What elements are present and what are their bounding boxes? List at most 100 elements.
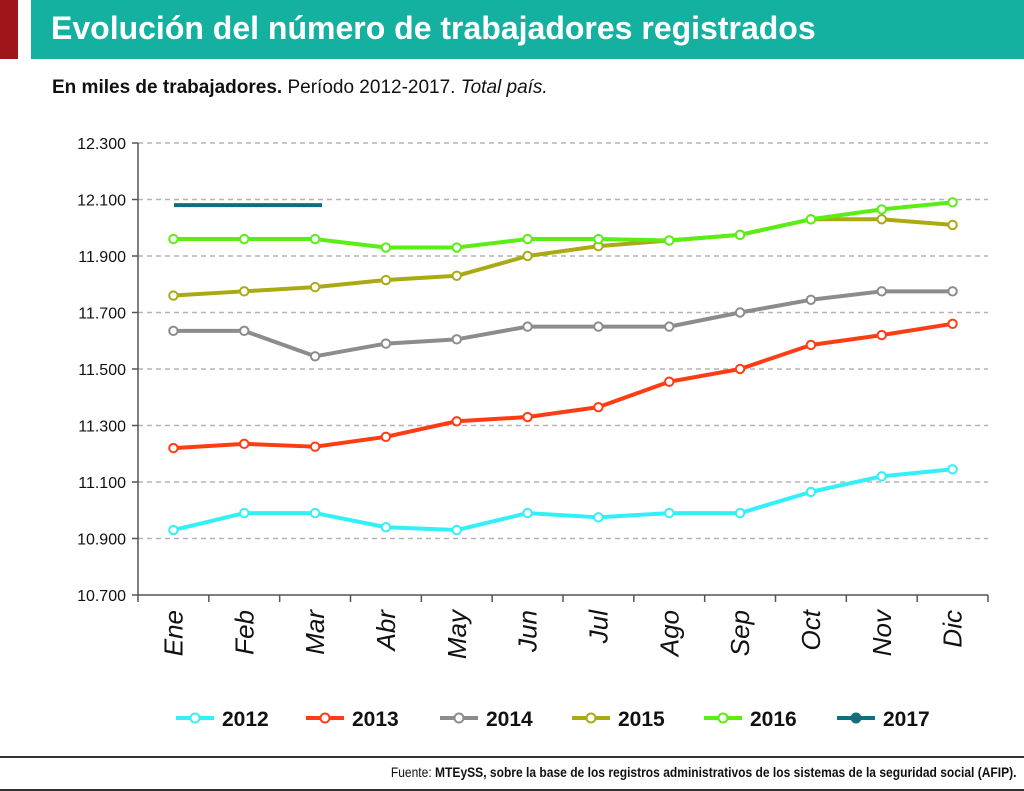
legend-label-2016: 2016 bbox=[750, 708, 797, 731]
data-point-2013 bbox=[876, 329, 887, 341]
y-tick-label: 12.300 bbox=[77, 136, 126, 153]
data-point-2012 bbox=[805, 486, 817, 498]
x-tick-label: Sep bbox=[725, 610, 755, 656]
data-point-2015 bbox=[522, 250, 533, 262]
data-point-2013 bbox=[593, 401, 604, 413]
line-chart: 10.700 10.900 11.100 11.300 11.500 11.700 11.9… bbox=[77, 136, 989, 731]
series-line-2015 bbox=[173, 217, 953, 298]
legend-label-2015: 2015 bbox=[618, 708, 665, 731]
y-tick-label: 10.700 bbox=[77, 588, 126, 605]
x-tick-label: Ago bbox=[654, 610, 684, 658]
footer-rule-top bbox=[0, 756, 1024, 758]
chart-title: Evolución del número de trabajadores reg… bbox=[51, 10, 816, 46]
data-point-2015 bbox=[947, 219, 958, 231]
data-point-2016 bbox=[876, 204, 887, 215]
data-point-2015 bbox=[309, 281, 321, 293]
series-line-2013 bbox=[173, 321, 953, 451]
legend-marker-2012 bbox=[189, 712, 201, 724]
data-point-2016 bbox=[947, 197, 958, 208]
data-point-2012 bbox=[380, 522, 392, 533]
header-accent-bar bbox=[0, 0, 18, 59]
source-prefix: Fuente: bbox=[390, 764, 435, 780]
data-point-2016 bbox=[239, 233, 250, 245]
legend-label-2013: 2013 bbox=[352, 708, 399, 731]
data-point-2016 bbox=[451, 242, 462, 253]
data-point-2014 bbox=[876, 286, 887, 297]
y-tick-label: 11.100 bbox=[78, 475, 126, 492]
data-point-2014 bbox=[522, 321, 533, 332]
series-line-2016 bbox=[173, 200, 953, 250]
data-point-2016 bbox=[734, 229, 746, 241]
data-point-2016 bbox=[593, 233, 604, 245]
legend-marker-2017 bbox=[850, 712, 862, 724]
data-point-2014 bbox=[168, 325, 179, 337]
data-point-2012 bbox=[309, 507, 321, 519]
data-point-2016 bbox=[168, 233, 179, 245]
data-point-2012 bbox=[522, 507, 533, 519]
x-tick-label: Mar bbox=[300, 609, 330, 655]
x-tick-label: May bbox=[442, 608, 472, 659]
data-point-2013 bbox=[168, 442, 179, 454]
x-tick-label: Ene bbox=[158, 610, 188, 656]
data-point-2013 bbox=[947, 318, 958, 329]
y-tick-label: 11.500 bbox=[78, 362, 126, 379]
legend-label-2017: 2017 bbox=[883, 708, 930, 731]
x-tick-label: Nov bbox=[867, 608, 897, 656]
series-line-2014 bbox=[173, 289, 953, 359]
x-tick-label: Abr bbox=[371, 609, 401, 653]
y-tick-label: 11.700 bbox=[78, 306, 126, 323]
data-point-2012 bbox=[734, 507, 746, 519]
data-point-2016 bbox=[805, 214, 817, 225]
title-band: Evolución del número de trabajadores reg… bbox=[31, 0, 1024, 59]
data-point-2015 bbox=[451, 270, 462, 281]
chart-subtitle: En miles de trabajadores. Período 2012-2… bbox=[52, 77, 548, 99]
legend-marker-2014 bbox=[453, 712, 465, 724]
data-point-2015 bbox=[168, 290, 179, 301]
data-point-2012 bbox=[876, 471, 887, 482]
data-point-2015 bbox=[239, 286, 250, 297]
data-point-2016 bbox=[664, 235, 675, 246]
data-point-2014 bbox=[309, 351, 321, 362]
data-point-2012 bbox=[664, 507, 675, 519]
data-point-2014 bbox=[239, 325, 250, 337]
data-point-2013 bbox=[522, 411, 533, 423]
data-point-2013 bbox=[734, 363, 746, 375]
legend-marker-2016 bbox=[717, 712, 729, 724]
subtitle-scope: Total país. bbox=[460, 77, 548, 98]
x-tick-label: Oct bbox=[796, 608, 826, 650]
footer-rule-bottom bbox=[0, 789, 1024, 791]
legend-label-2012: 2012 bbox=[222, 708, 269, 731]
data-point-2012 bbox=[947, 464, 958, 475]
data-point-2014 bbox=[734, 307, 746, 318]
data-point-2012 bbox=[451, 524, 462, 536]
data-point-2014 bbox=[593, 321, 604, 332]
source-note: Fuente: MTEySS, sobre la base de los reg… bbox=[390, 764, 1016, 780]
y-tick-label: 12.100 bbox=[77, 193, 126, 210]
data-point-2012 bbox=[593, 512, 604, 523]
data-point-2013 bbox=[309, 441, 321, 452]
data-point-2014 bbox=[805, 294, 817, 305]
y-tick-label: 11.900 bbox=[78, 249, 126, 266]
data-point-2014 bbox=[664, 321, 675, 332]
x-tick-label: Feb bbox=[229, 610, 259, 655]
legend-marker-2015 bbox=[585, 712, 597, 724]
data-point-2013 bbox=[664, 376, 675, 387]
series-line-2012 bbox=[172, 467, 953, 533]
data-point-2012 bbox=[239, 507, 250, 519]
x-tick-label: Jul bbox=[583, 609, 613, 644]
legend-label-2014: 2014 bbox=[486, 708, 533, 731]
data-point-2013 bbox=[239, 438, 250, 450]
subtitle-units: En miles de trabajadores. bbox=[52, 77, 283, 98]
y-tick-label: 11.300 bbox=[78, 419, 126, 436]
data-point-2016 bbox=[380, 242, 392, 253]
data-point-2014 bbox=[380, 338, 392, 349]
source-text: MTEySS, sobre la base de los registros a… bbox=[434, 764, 1016, 780]
legend-marker-2013 bbox=[319, 712, 331, 724]
x-tick-label: Jun bbox=[513, 610, 543, 653]
data-point-2013 bbox=[380, 431, 392, 442]
data-point-2012 bbox=[168, 524, 179, 536]
data-point-2014 bbox=[947, 286, 958, 297]
x-tick-label: Dic bbox=[938, 610, 968, 648]
subtitle-period: Período 2012-2017. bbox=[282, 77, 461, 98]
data-point-2016 bbox=[309, 233, 321, 245]
